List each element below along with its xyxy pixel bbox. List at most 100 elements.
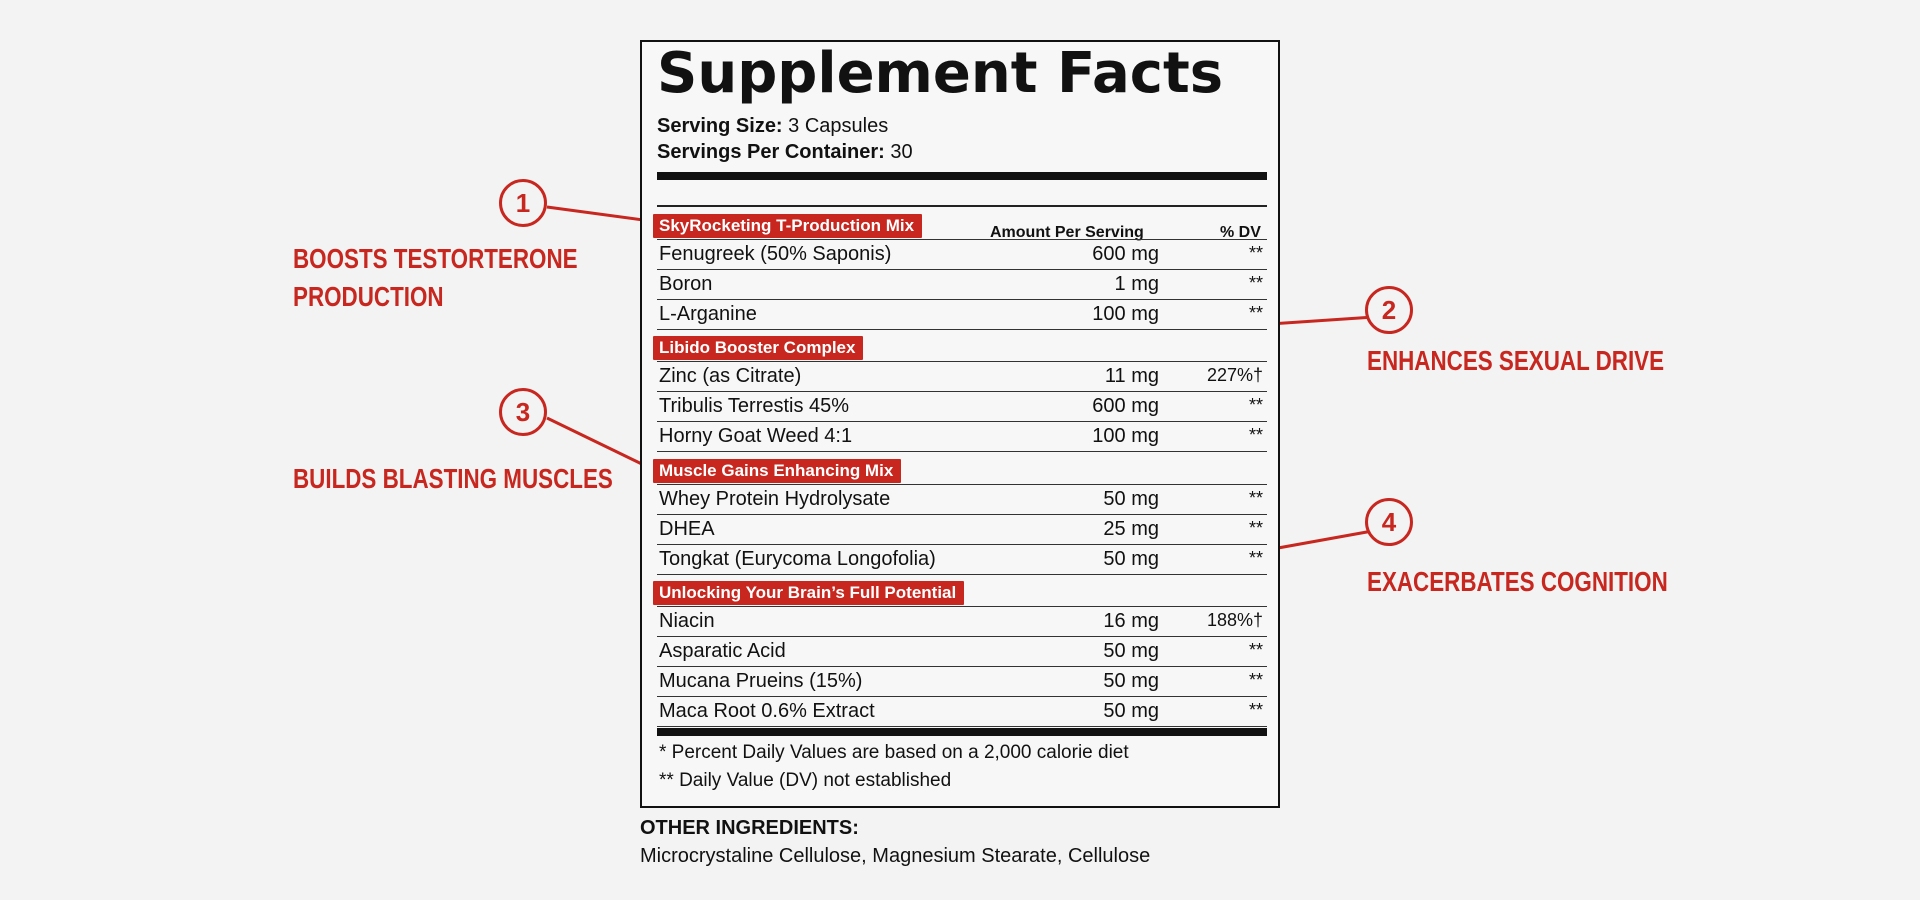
ingredient-dv: ** [1248,670,1263,690]
group-header-row: Muscle Gains Enhancing Mix [653,457,1267,485]
ingredient-name: Horny Goat Weed 4:1 [659,425,853,447]
ingredient-amount: 50 mg [1103,700,1159,722]
row-divider [657,666,1267,667]
ingredient-amount: 50 mg [1103,548,1159,570]
ingredient-row: Maca Root 0.6% Extract 50 mg ** [657,697,1267,727]
ingredient-dv: ** [1248,548,1263,568]
serving-size-value: 3 Capsules [788,115,889,137]
ingredient-name: DHEA [659,518,715,540]
ingredient-row: Whey Protein Hydrolysate 50 mg ** [657,485,1267,515]
row-divider [657,544,1267,545]
divider-thick-bottom [657,728,1267,736]
callout-benefit: ENHANCES SEXUAL DRIVE [1367,342,1664,380]
ingredient-amount: 50 mg [1103,488,1159,510]
group-header-row: Unlocking Your Brain’s Full Potential [653,579,1267,607]
row-divider [657,421,1267,422]
ingredient-amount: 100 mg [1092,425,1159,447]
row-divider [657,726,1267,727]
row-divider [657,269,1267,270]
ingredient-row: Mucana Prueins (15%) 50 mg ** [657,667,1267,697]
ingredient-amount: 50 mg [1103,640,1159,662]
benefit-line: ENHANCES SEXUAL DRIVE [1367,345,1665,376]
leader-line-3 [546,416,651,470]
group-name: Unlocking Your Brain’s Full Potential [653,581,965,605]
amount-per-serving-header: Amount Per Serving [990,224,1144,241]
group-header-row: SkyRocketing T-Production Mix [653,212,1267,240]
row-divider [657,451,1267,452]
servings-per-container: Servings Per Container: 30 [657,141,913,164]
footnote-dv-not-established: ** Daily Value (DV) not established [659,770,952,791]
ingredient-row: Fenugreek (50% Saponis) 600 mg ** [657,240,1267,270]
dv-header: % DV [1220,224,1261,241]
ingredient-amount: 25 mg [1103,518,1159,540]
ingredient-name: Tongkat (Eurycoma Longofolia) [659,548,936,570]
ingredient-dv: ** [1248,518,1263,538]
ingredient-amount: 600 mg [1092,395,1159,417]
row-divider [657,329,1267,330]
servings-per-container-value: 30 [890,141,913,163]
ingredient-amount: 50 mg [1103,670,1159,692]
callout-number-badge: 3 [499,388,547,436]
divider-thick [657,172,1267,180]
serving-size: Serving Size: 3 Capsules [657,115,888,138]
serving-size-label: Serving Size: [657,115,783,137]
ingredient-dv: ** [1248,395,1263,415]
servings-per-container-label: Servings Per Container: [657,141,885,163]
callout-benefit: BOOSTS TESTORTERONE PRODUCTION [293,240,578,316]
ingredient-dv: ** [1248,273,1263,293]
other-ingredients-list: Microcrystaline Cellulose, Magnesium Ste… [640,845,1151,867]
callout-number-badge: 1 [499,179,547,227]
ingredient-amount: 11 mg [1104,365,1159,387]
benefit-line: EXACERBATES COGNITION [1367,566,1668,597]
ingredient-dv: ** [1248,700,1263,720]
leader-line-1 [546,205,659,224]
ingredient-row: Horny Goat Weed 4:1 100 mg ** [657,422,1267,452]
panel-title: Supplement Facts [657,41,1224,106]
ingredient-name: Niacin [659,610,715,632]
ingredient-amount: 1 mg [1114,273,1159,295]
ingredient-name: Whey Protein Hydrolysate [659,488,891,510]
supplement-facts-panel: Supplement Facts Serving Size: 3 Capsule… [640,40,1280,808]
ingredient-row: Tongkat (Eurycoma Longofolia) 50 mg ** [657,545,1267,575]
ingredient-name: Maca Root 0.6% Extract [659,700,875,722]
ingredient-dv: 227%† [1206,365,1263,385]
ingredient-name: Fenugreek (50% Saponis) [659,243,892,265]
group-name: SkyRocketing T-Production Mix [653,214,923,238]
ingredient-name: Asparatic Acid [659,640,786,662]
ingredient-name: L-Arganine [659,303,757,325]
group-header-row: Libido Booster Complex [653,334,1267,362]
benefit-line: BOOSTS TESTORTERONE [293,243,578,274]
callout-number-badge: 2 [1365,286,1413,334]
ingredient-dv: 188%† [1206,610,1263,630]
ingredient-row: L-Arganine 100 mg ** [657,300,1267,330]
ingredient-row: Zinc (as Citrate) 11 mg 227%† [657,362,1267,392]
other-ingredients-title: OTHER INGREDIENTS: [640,817,859,839]
row-divider [657,574,1267,575]
row-divider [657,636,1267,637]
ingredient-name: Zinc (as Citrate) [659,365,802,387]
group-name: Muscle Gains Enhancing Mix [653,459,902,483]
ingredient-row: Niacin 16 mg 188%† [657,607,1267,637]
ingredient-amount: 100 mg [1092,303,1159,325]
ingredient-row: Asparatic Acid 50 mg ** [657,637,1267,667]
callout-benefit: EXACERBATES COGNITION [1367,563,1668,601]
ingredient-row: Tribulis Terrestis 45% 600 mg ** [657,392,1267,422]
footnote-daily-values: * Percent Daily Values are based on a 2,… [659,742,1129,763]
ingredient-row: Boron 1 mg ** [657,270,1267,300]
ingredient-amount: 600 mg [1092,243,1159,265]
group-name: Libido Booster Complex [653,336,864,360]
ingredient-dv: ** [1248,243,1263,263]
ingredient-dv: ** [1248,640,1263,660]
ingredient-name: Boron [659,273,713,295]
row-divider [657,514,1267,515]
ingredient-amount: 16 mg [1103,610,1159,632]
row-divider [657,696,1267,697]
row-divider [657,299,1267,300]
callout-number-badge: 4 [1365,498,1413,546]
ingredient-name: Mucana Prueins (15%) [659,670,863,692]
ingredient-dv: ** [1248,488,1263,508]
benefit-line: PRODUCTION [293,280,444,312]
ingredient-dv: ** [1248,303,1263,323]
benefit-line: BUILDS BLASTING MUSCLES [293,463,613,494]
